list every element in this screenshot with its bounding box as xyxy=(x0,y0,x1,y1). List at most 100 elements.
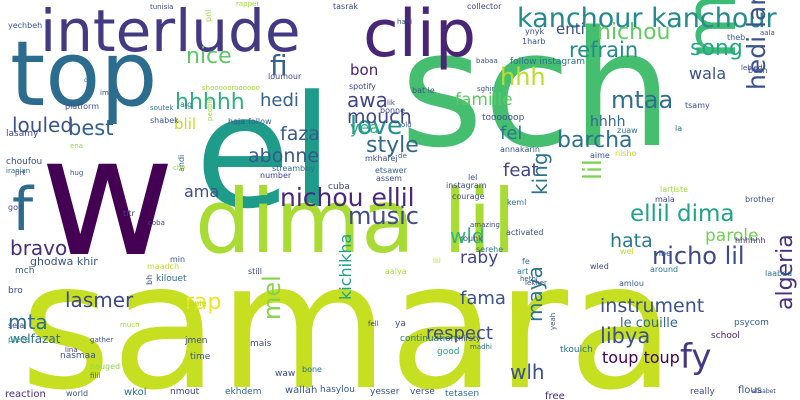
word-cloud-word: im xyxy=(100,89,109,97)
word-cloud-word: sghir xyxy=(477,85,495,93)
word-cloud-word: chy xyxy=(173,164,186,172)
word-cloud-word: w xyxy=(40,101,175,293)
word-cloud-word: blil xyxy=(174,115,197,133)
word-cloud-word: f xyxy=(12,175,34,245)
word-cloud-word: aala xyxy=(760,29,775,37)
word-cloud-word: bech xyxy=(748,66,768,75)
word-cloud-word: streambuy xyxy=(272,164,315,173)
word-cloud-word: piece xyxy=(8,335,30,344)
word-cloud-word: thirsty xyxy=(455,334,481,343)
word-cloud-word: around xyxy=(650,265,679,274)
word-cloud-word: nichou xyxy=(597,20,671,45)
word-cloud-word: ena xyxy=(70,142,84,150)
word-cloud-word: time xyxy=(190,352,211,362)
word-cloud-word: free xyxy=(545,391,565,400)
word-cloud-word: louled xyxy=(12,113,74,137)
word-cloud-word: annakarin xyxy=(500,145,540,154)
word-cloud-word: king xyxy=(528,152,552,195)
word-cloud-word: dima lil xyxy=(195,170,517,273)
word-cloud-word: interlude xyxy=(40,0,301,65)
word-cloud-word: prt xyxy=(15,169,26,177)
word-cloud-word: llil xyxy=(433,257,441,265)
word-cloud-word: good xyxy=(437,347,460,357)
word-cloud-word: loumour xyxy=(268,72,302,81)
word-cloud-word: bh xyxy=(145,274,154,285)
word-cloud-word: hhhhhh xyxy=(735,236,766,245)
word-cloud-word: mkharej xyxy=(365,154,398,163)
word-cloud-word: lartiste xyxy=(660,185,688,194)
word-cloud-word: yesser xyxy=(370,387,400,397)
word-cloud-word: famille xyxy=(455,90,513,110)
word-cloud-word: wld xyxy=(450,224,485,248)
word-cloud-word: hata xyxy=(610,230,653,252)
word-cloud-word: bonne xyxy=(380,106,406,115)
word-cloud-word: keml xyxy=(507,198,527,207)
word-cloud-word: gather xyxy=(90,336,114,344)
word-cloud-word: hhhhh xyxy=(175,90,245,115)
word-cloud-word: wlh xyxy=(510,360,545,384)
word-cloud-word: aalya xyxy=(385,267,407,276)
word-cloud-word: hhh xyxy=(500,63,546,91)
word-cloud-word: clip xyxy=(363,0,477,72)
word-cloud-word: number xyxy=(260,171,292,180)
word-cloud-word: bat le xyxy=(412,86,435,95)
word-cloud-word: welfazat xyxy=(10,332,61,346)
word-cloud-word: style xyxy=(366,133,419,158)
word-cloud-word: pnl xyxy=(204,9,213,22)
word-cloud-word: waw xyxy=(275,369,296,379)
word-cloud-word: top xyxy=(10,22,158,127)
word-cloud-word: jmen xyxy=(185,336,208,346)
word-cloud-word: nisho xyxy=(615,149,637,158)
word-cloud-word: lina xyxy=(65,346,78,354)
word-cloud-word: sch xyxy=(400,0,673,183)
word-cloud-word: libya xyxy=(600,324,651,348)
word-cloud-word: instagram xyxy=(446,181,487,190)
word-cloud-word: choufou xyxy=(6,157,43,167)
word-cloud-word: rouhk xyxy=(460,234,483,243)
word-cloud-word: copie xyxy=(185,299,207,308)
word-cloud-word: wkol xyxy=(124,387,147,398)
word-cloud-word: le couille xyxy=(620,316,678,331)
word-cloud-word: 1harb xyxy=(522,37,546,46)
word-cloud-word: wallah xyxy=(285,385,318,396)
word-cloud-word: enti xyxy=(556,20,585,38)
word-cloud-word: platform xyxy=(65,102,99,111)
word-cloud-word: serehe xyxy=(476,245,504,254)
word-cloud-word: ghodwa khir xyxy=(30,255,98,268)
word-cloud-word: world xyxy=(66,389,89,398)
word-cloud-word: bravo xyxy=(10,236,68,260)
word-cloud-word: best xyxy=(68,116,114,140)
word-cloud-word: toooooop xyxy=(482,113,525,123)
word-cloud-word: activated xyxy=(506,228,544,237)
word-cloud-word: hedi lartiste xyxy=(742,0,771,90)
word-cloud-word: wala xyxy=(689,64,727,83)
word-cloud-word: kichikha xyxy=(336,233,355,300)
word-cloud-word: faza xyxy=(280,123,320,145)
word-cloud-word: filil xyxy=(90,372,101,380)
word-cloud-word: one xyxy=(84,77,96,84)
word-cloud-word: etsawer xyxy=(375,166,407,175)
word-cloud-word: lasmer xyxy=(65,288,134,312)
word-cloud-word: mch xyxy=(15,266,35,276)
word-cloud-word: awa xyxy=(347,88,388,112)
word-cloud-word: yeah xyxy=(549,312,557,330)
word-cloud-word: kilouet xyxy=(156,274,187,284)
word-cloud-word: ynyk xyxy=(525,27,545,36)
word-cloud-word: hethi xyxy=(520,275,538,283)
word-cloud-word: ama xyxy=(184,182,220,201)
word-cloud-word: elisabet xyxy=(752,388,776,395)
word-cloud-word: instrument xyxy=(600,295,705,317)
word-cloud-word: art xyxy=(517,267,529,276)
word-cloud-word: people xyxy=(206,97,214,121)
word-cloud-word: fel xyxy=(500,123,523,144)
word-cloud-word: really xyxy=(690,387,715,397)
word-cloud-word: ya xyxy=(395,319,406,329)
word-cloud-word: hasylou xyxy=(320,385,355,395)
word-cloud-word: nichou ellil xyxy=(280,183,415,212)
word-cloud-word: lil xyxy=(578,159,607,180)
word-cloud-word: hani xyxy=(397,18,413,26)
word-cloud-word: verse xyxy=(410,387,435,397)
word-cloud-word: hedi xyxy=(260,90,299,111)
word-cloud-word: flous xyxy=(738,385,762,396)
